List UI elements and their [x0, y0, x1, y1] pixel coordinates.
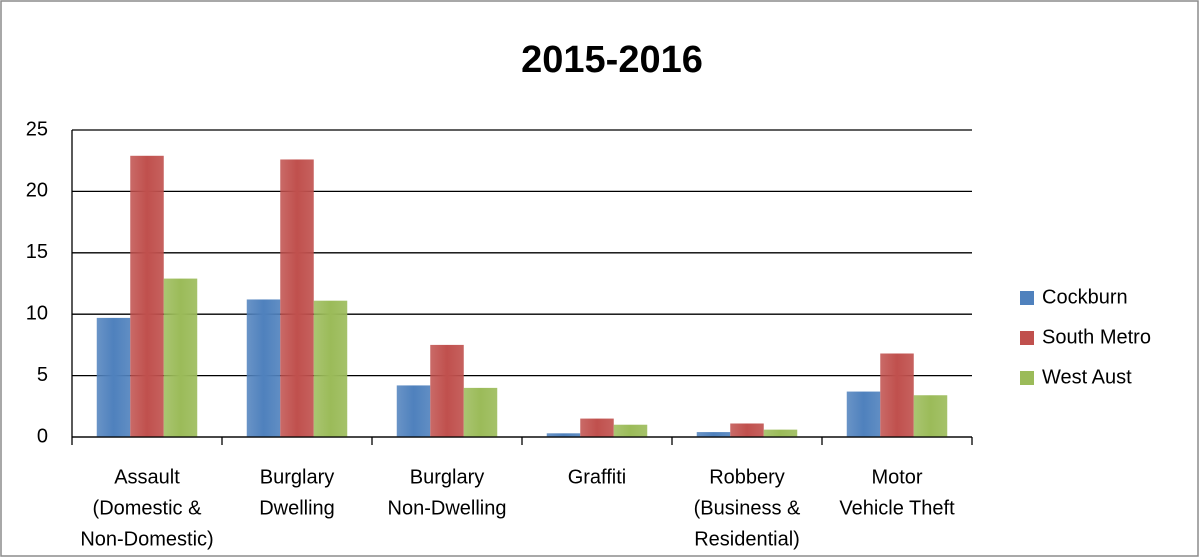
x-tick-label: Motor [871, 466, 922, 488]
x-tick-label: Non-Domestic) [80, 528, 213, 550]
y-tick-label: 25 [26, 118, 48, 140]
legend-swatch [1020, 291, 1034, 305]
bar [696, 432, 731, 437]
legend-swatch [1020, 371, 1034, 385]
y-tick-label: 0 [37, 425, 48, 447]
legend-label: South Metro [1042, 326, 1151, 348]
bar [430, 344, 464, 437]
y-tick-label: 15 [26, 241, 48, 263]
bar [396, 385, 431, 437]
x-tick-label: Non-Dwelling [388, 497, 507, 519]
legend-label: Cockburn [1042, 286, 1128, 308]
bar [130, 155, 164, 437]
y-tick-label: 5 [37, 364, 48, 386]
bar [246, 299, 281, 437]
bar [763, 429, 798, 437]
y-tick-label: 10 [26, 302, 48, 324]
x-tick-label: Graffiti [568, 466, 627, 488]
bar [613, 424, 648, 437]
x-tick-label: Robbery [709, 466, 785, 488]
y-tick-label: 20 [26, 180, 48, 202]
bar [846, 391, 881, 437]
x-tick-label: Assault [114, 466, 180, 488]
bar [313, 300, 348, 437]
x-tick-label: (Domestic & [93, 497, 203, 519]
bar [96, 317, 131, 437]
bar [580, 418, 614, 437]
bar [163, 278, 198, 437]
bar [280, 159, 314, 438]
x-tick-label: Burglary [410, 466, 484, 488]
bar [730, 423, 764, 437]
legend-label: West Aust [1042, 366, 1132, 388]
bar [880, 353, 914, 437]
bar [546, 433, 581, 437]
x-tick-label: Residential) [694, 528, 800, 550]
x-tick-label: (Business & [694, 497, 801, 519]
bar [463, 387, 498, 437]
chart-title: 2015-2016 [521, 39, 703, 81]
legend-swatch [1020, 331, 1034, 345]
bar [913, 395, 948, 437]
x-tick-label: Dwelling [259, 497, 335, 519]
x-tick-label: Burglary [260, 466, 334, 488]
x-tick-label: Vehicle Theft [839, 497, 955, 519]
